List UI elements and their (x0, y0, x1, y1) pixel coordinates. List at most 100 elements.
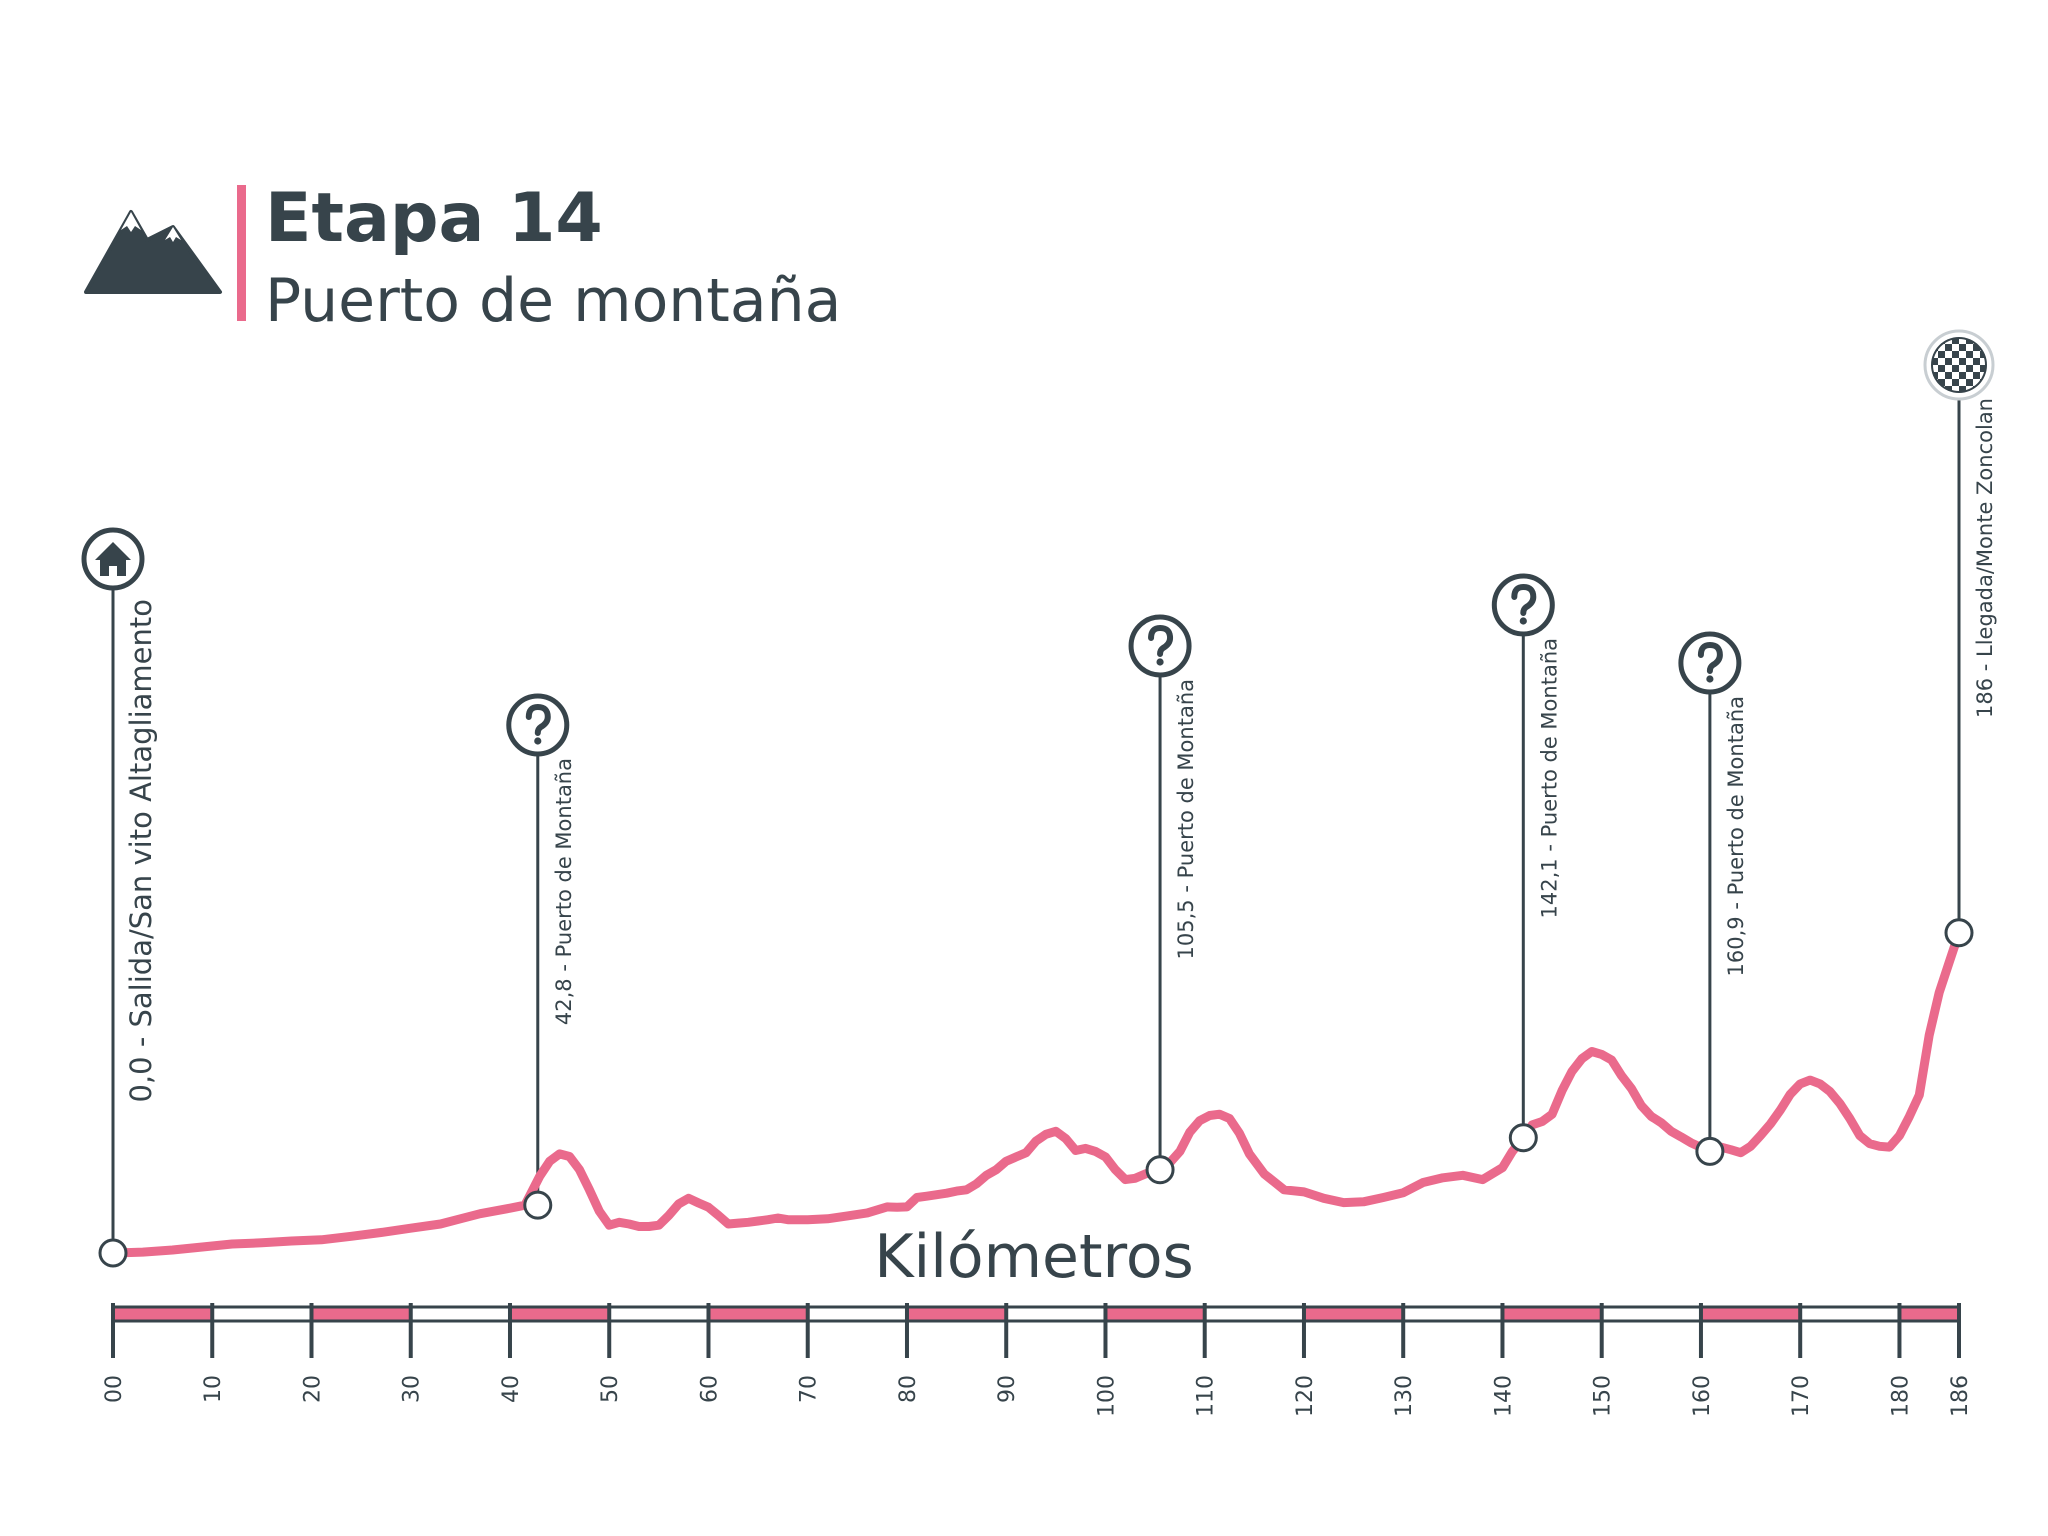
checker-square (1952, 386, 1959, 391)
checkered-flag-icon (1923, 329, 1995, 401)
scale-segment (906, 1307, 1007, 1321)
x-tick-label: 30 (400, 1375, 425, 1403)
checker-square (1959, 365, 1966, 372)
checker-square (1980, 358, 1985, 365)
checker-square (1938, 358, 1945, 365)
x-tick-label: 90 (995, 1375, 1020, 1403)
checker-square (1938, 372, 1945, 379)
waypoint-marker (1695, 1136, 1725, 1166)
scale-segment (609, 1307, 709, 1321)
scale-segment (1105, 1307, 1205, 1321)
x-tick-label: 10 (201, 1375, 226, 1403)
checker-square (1973, 379, 1980, 386)
question-mark-dot (1156, 658, 1164, 666)
checker-square (1980, 372, 1985, 379)
badge-circle (1491, 573, 1555, 637)
scale-segment (1700, 1307, 1801, 1321)
checker-square (1959, 339, 1966, 344)
waypoint-marker (1508, 1123, 1538, 1153)
scale-segment (708, 1307, 808, 1321)
checker-square (1973, 351, 1980, 358)
x-tick-label: 80 (896, 1375, 921, 1403)
x-tick-label: 100 (1094, 1375, 1119, 1417)
scale-segment (1899, 1307, 1959, 1321)
checker-square (1933, 365, 1938, 372)
checker-square (1952, 358, 1959, 365)
elevation-profile-line (108, 928, 1964, 1258)
x-tick-label: 160 (1690, 1375, 1715, 1417)
x-tick-label: 186 (1948, 1375, 1973, 1417)
waypoint-label: 186 - Llegada/Monte Zoncolan (1973, 398, 1997, 718)
x-tick-label: 60 (697, 1375, 722, 1403)
question-mark-curve (1511, 583, 1537, 616)
question-mark-curve (1697, 641, 1723, 674)
waypoints: 0,0 - Salida/San vito Altagliamento 42,8 … (81, 329, 1997, 1268)
x-tick-label: 140 (1491, 1375, 1516, 1417)
waypoint-label: 105,5 - Puerto de Montaña (1174, 679, 1198, 959)
question-icon (506, 693, 570, 757)
title-accent-bar (237, 185, 246, 321)
x-tick-label: 110 (1194, 1375, 1219, 1417)
badge-circle (1128, 614, 1192, 678)
waypoint-label: 0,0 - Salida/San vito Altagliamento (124, 599, 158, 1103)
waypoint-marker (523, 1190, 553, 1220)
checker-square (1938, 344, 1945, 351)
mountain-icon (84, 210, 222, 294)
badge-circle (1678, 631, 1742, 695)
badge-circle (506, 693, 570, 757)
checker-square (1966, 344, 1973, 351)
question-mark-dot (1706, 675, 1714, 683)
checker-square (1945, 365, 1952, 372)
page-title: Etapa 14 (265, 179, 603, 258)
checker-square (1945, 351, 1952, 358)
checker-square (1945, 379, 1952, 386)
page-subtitle: Puerto de montaña (265, 266, 841, 336)
checker-square (1945, 339, 1952, 344)
waypoint-label: 160,9 - Puerto de Montaña (1724, 696, 1748, 976)
checker-square (1966, 358, 1973, 365)
x-tick-label: 70 (797, 1375, 822, 1403)
question-mark-dot (534, 737, 542, 745)
checker-square (1952, 372, 1959, 379)
scale-segment (311, 1307, 411, 1321)
scale-segment (1204, 1307, 1304, 1321)
x-tick-label: 150 (1591, 1375, 1616, 1417)
checker-square (1959, 351, 1966, 358)
waypoint-marker (1944, 918, 1974, 948)
x-axis-label: Kilómetros (874, 1222, 1194, 1292)
waypoint-label: 142,1 - Puerto de Montaña (1537, 638, 1561, 918)
scale-segment (1800, 1307, 1900, 1321)
x-axis-ticks: 00 10 20 30 40 50 60 70 80 90 100 110 120 130 140 150 16… (102, 1303, 1973, 1417)
question-icon (1678, 631, 1742, 695)
scale-segment (113, 1307, 213, 1321)
question-mark-curve (1148, 624, 1174, 657)
waypoint-stems (111, 393, 1961, 1240)
x-tick-label: 130 (1392, 1375, 1417, 1417)
scale-segment (1403, 1307, 1503, 1321)
checker-square (1933, 351, 1938, 358)
house-shape (95, 542, 131, 576)
scale-segment (1303, 1307, 1404, 1321)
scale-segment (807, 1307, 907, 1321)
waypoint-label: 42,8 - Puerto de Montaña (552, 758, 576, 1025)
x-tick-label: 180 (1888, 1375, 1913, 1417)
scale-segment (410, 1307, 510, 1321)
header: Etapa 14 Puerto de montaña (84, 179, 841, 336)
waypoint-marker (98, 1238, 128, 1268)
scale-segment (1006, 1307, 1106, 1321)
scale-segment (509, 1307, 610, 1321)
km-scale-bar (113, 1305, 1959, 1323)
waypoint-marker (1145, 1155, 1175, 1185)
x-tick-label: 40 (499, 1375, 524, 1403)
x-tick-label: 20 (300, 1375, 325, 1403)
question-mark-dot (1519, 617, 1527, 625)
x-tick-label: 50 (598, 1375, 623, 1403)
home-icon (81, 527, 145, 591)
checker-square (1959, 379, 1966, 386)
scale-segment (1502, 1307, 1602, 1321)
scale-segment (212, 1307, 312, 1321)
x-tick-label: 120 (1293, 1375, 1318, 1417)
question-mark-curve (525, 703, 551, 736)
checker-square (1973, 365, 1980, 372)
